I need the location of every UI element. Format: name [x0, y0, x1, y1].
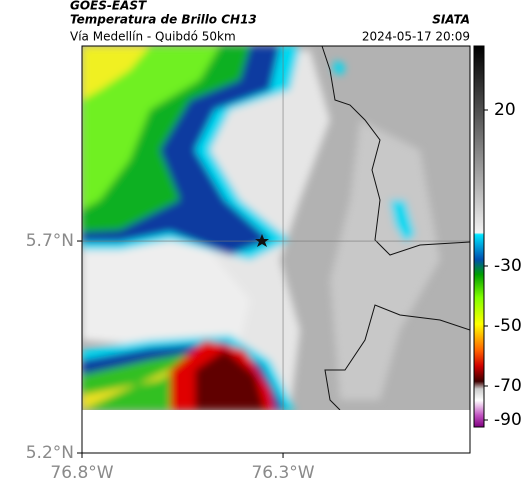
colorbar-label: -50	[494, 316, 522, 336]
colorbar-label: -70	[494, 376, 522, 396]
title: Temperatura de Brillo CH13	[70, 13, 257, 27]
x-tick-label: 76.8°W	[50, 463, 113, 483]
colorbar	[473, 45, 485, 428]
subtitle: Vía Medellín - Quibdó 50km	[70, 30, 236, 44]
borders	[321, 46, 470, 410]
datetime: 2024-05-17 20:09	[362, 30, 470, 44]
city-marker	[255, 234, 269, 247]
source: SIATA	[432, 13, 470, 27]
x-tick-label: 76.3°W	[251, 463, 314, 483]
y-tick-label: 5.2°N	[26, 443, 74, 463]
colorbar-label: -90	[494, 410, 522, 430]
map-frame	[81, 45, 471, 454]
colorbar-label: -30	[494, 256, 522, 276]
y-tick-label: 5.7°N	[26, 231, 74, 251]
colorbar-label: 20	[494, 100, 516, 120]
imagery	[82, 46, 470, 410]
no-data-strip	[82, 410, 470, 453]
product: GOES-EAST	[70, 0, 147, 13]
